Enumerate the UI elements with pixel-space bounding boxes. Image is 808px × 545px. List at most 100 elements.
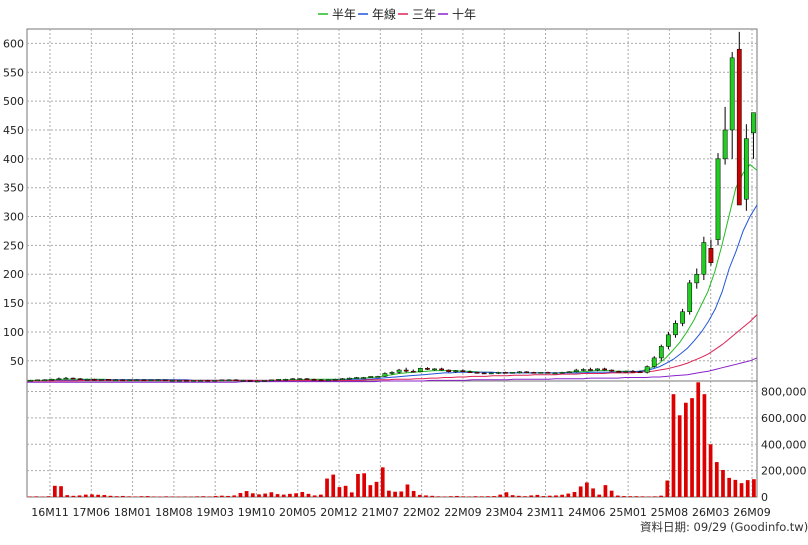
candle-body (425, 368, 430, 370)
candle-body (99, 379, 104, 381)
volume-bar (139, 496, 144, 497)
candle-body (262, 380, 267, 382)
volume-bar (145, 496, 150, 497)
volume-bar (195, 496, 199, 497)
volume-bar (294, 493, 298, 497)
volume-bar (690, 398, 694, 497)
candle-body (680, 311, 685, 324)
candle-body (410, 370, 416, 373)
volume-bar (96, 494, 100, 497)
candle-body (297, 378, 303, 380)
volume-bar (566, 493, 571, 497)
candle-body (566, 371, 572, 374)
candle-body (552, 372, 558, 375)
candle-body (141, 379, 147, 382)
candle-body (658, 346, 664, 359)
source-label: (Goodinfo.tw) (730, 520, 808, 534)
volume-bar (523, 496, 527, 497)
legend-label-1: 年線 (372, 7, 396, 22)
candle-body (49, 379, 55, 381)
volume-tick-label: 0 (761, 491, 768, 504)
candle-body (368, 376, 374, 378)
candle-body (162, 379, 168, 382)
volume-bar (405, 484, 410, 497)
candle-body (531, 372, 537, 374)
candle-body (155, 379, 161, 382)
ma-line-3 (27, 357, 758, 383)
volume-bar (257, 494, 261, 497)
volume-bar (516, 495, 521, 497)
x-tick-label: 24M06 (568, 506, 606, 519)
volume-bar (207, 496, 212, 497)
volume-bar (628, 496, 633, 497)
volume-bar (448, 496, 453, 497)
candle-body (467, 371, 473, 374)
candle-body (354, 377, 359, 379)
candle-body (396, 369, 402, 373)
candle-body (481, 372, 487, 375)
volume-bar (281, 494, 286, 497)
volume-bar (615, 495, 620, 497)
candle-body (694, 273, 700, 284)
volume-bar (34, 496, 39, 497)
volume-bar (646, 496, 651, 497)
volume-bar (554, 495, 558, 497)
candle-body (198, 380, 204, 382)
volume-bar (312, 495, 317, 497)
volume-bar (560, 494, 564, 497)
candle-body (347, 377, 352, 380)
volume-bar (387, 490, 391, 497)
volume-bar (492, 496, 496, 497)
x-tick-label: 22M02 (403, 506, 441, 519)
x-tick-label: 20M12 (320, 506, 358, 519)
volume-bar (473, 496, 478, 497)
volume-bar (603, 485, 608, 497)
candle-body (177, 380, 182, 382)
candle-body (254, 380, 260, 383)
volume-bar (393, 491, 397, 497)
price-tick-label: 500 (3, 95, 24, 108)
candle-body (545, 372, 551, 374)
candle-body (120, 379, 126, 382)
candle-body (630, 370, 636, 373)
candle-body (191, 380, 196, 382)
candle-body (106, 379, 111, 381)
volume-bar (176, 496, 181, 498)
volume-bar (170, 496, 175, 497)
x-tick-label: 20M05 (279, 506, 317, 519)
volume-bar (591, 488, 595, 497)
candle-body (240, 380, 246, 382)
volume-bar (665, 480, 670, 497)
volume-bar (269, 492, 274, 497)
candle-body (226, 379, 232, 382)
candle-body (736, 48, 742, 206)
candle-body (453, 370, 459, 373)
volume-bar (201, 496, 206, 497)
x-tick-label: 19M10 (238, 506, 276, 519)
x-tick-label: 17M06 (73, 506, 111, 519)
volume-bar (331, 474, 336, 497)
volume-bar (300, 491, 305, 497)
volume-bar (498, 494, 503, 497)
volume-bar (90, 494, 94, 497)
x-axis: 16M11 17M06 18M01 18M08 19M03 19M10 20M05 20M12… (31, 506, 771, 519)
volume-bar (585, 482, 589, 497)
candle-body (751, 112, 756, 134)
volume-bar (133, 496, 138, 497)
x-tick-label: 23M11 (527, 506, 565, 519)
candle-body (495, 372, 501, 374)
volume-bar (238, 493, 243, 497)
price-tick-label: 300 (3, 211, 24, 224)
candle-body (35, 379, 41, 382)
price-tick-label: 250 (3, 239, 24, 252)
volume-tick-label: 600,000 (761, 412, 807, 425)
volume-bar (708, 444, 713, 497)
candle-body (77, 378, 83, 380)
candle-body (743, 138, 749, 200)
price-panel (26, 28, 758, 382)
candle-body (134, 379, 140, 382)
candle-body (148, 379, 154, 382)
volume-bar (71, 495, 76, 497)
legend-label-0: 半年 (332, 8, 356, 22)
candle-body (651, 357, 657, 367)
